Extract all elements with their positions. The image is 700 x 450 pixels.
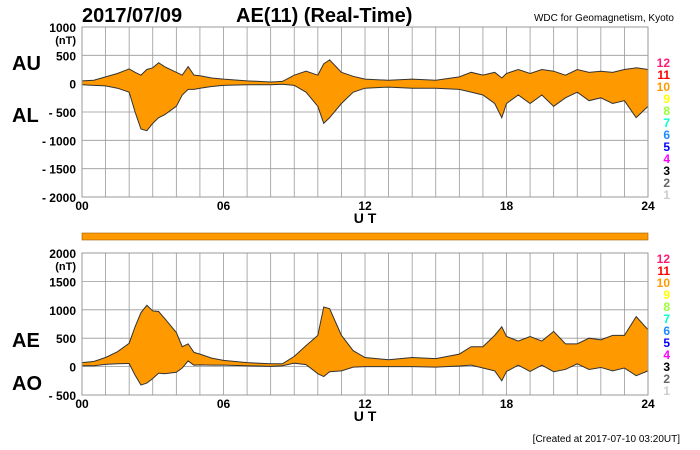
y-tick-label: - 1500 [42, 163, 76, 177]
x-axis-label: U T [354, 408, 377, 424]
station-count-legend-item: 10 [657, 276, 671, 290]
x-tick-label: 24 [641, 397, 655, 411]
lower-series-label: AL [12, 105, 39, 127]
x-tick-label: 12 [358, 199, 372, 213]
x-tick-label: 18 [500, 397, 514, 411]
lower-series-label: AO [12, 373, 42, 395]
station-count-legend-item: 3 [663, 164, 670, 178]
station-count-legend-item: 5 [663, 336, 670, 350]
x-axis-label: U T [354, 210, 377, 226]
x-tick-label: 18 [500, 199, 514, 213]
y-tick-label: 0 [69, 78, 76, 92]
date-title: 2017/07/09 [82, 5, 182, 27]
x-tick-label: 24 [641, 199, 655, 213]
station-count-legend-item: 10 [657, 80, 671, 94]
y-tick-label: - 500 [49, 106, 77, 120]
y-tick-label: 1000 [49, 304, 76, 318]
station-count-legend-item: 6 [663, 128, 670, 142]
station-count-legend-item: 11 [657, 264, 670, 278]
station-count-legend-item: 8 [663, 300, 670, 314]
x-tick-label: 00 [75, 199, 89, 213]
y-tick-label: 0 [69, 361, 76, 375]
y-tick-label: 2000 [49, 247, 76, 261]
station-count-legend-item: 11 [657, 68, 670, 82]
y-tick-label: - 2000 [42, 191, 76, 205]
unit-label: (nT) [55, 35, 76, 47]
station-count-legend-item: 7 [663, 116, 670, 130]
station-count-legend-item: 5 [663, 140, 670, 154]
station-count-legend-item: 12 [657, 252, 671, 266]
station-count-legend-item: 1 [663, 384, 670, 398]
x-tick-label: 12 [358, 397, 372, 411]
station-count-legend-item: 2 [663, 372, 670, 386]
plot-frame [81, 252, 649, 396]
upper-series-line [81, 304, 649, 365]
plot-frame [81, 26, 649, 198]
station-count-legend-item: 4 [663, 152, 670, 166]
station-count-legend-item: 9 [663, 288, 670, 302]
x-tick-label: 06 [217, 199, 231, 213]
y-tick-label: - 500 [49, 389, 77, 403]
y-tick-label: 500 [56, 49, 76, 63]
x-tick-label: 00 [75, 397, 89, 411]
station-count-legend-item: 1 [663, 188, 670, 202]
upper-series-label: AE [12, 330, 40, 352]
y-tick-label: 1500 [49, 275, 76, 289]
source-label: WDC for Geomagnetism, Kyoto [534, 13, 674, 24]
station-count-legend-item: 8 [663, 104, 670, 118]
station-count-legend-item: 7 [663, 312, 670, 326]
station-count-legend-item: 3 [663, 360, 670, 374]
range-area [82, 59, 648, 131]
upper-series-line [81, 59, 649, 83]
unit-label: (nT) [55, 261, 76, 273]
y-tick-label: - 1000 [42, 134, 76, 148]
station-count-legend-item: 6 [663, 324, 670, 338]
station-count-legend-item: 2 [663, 176, 670, 190]
y-tick-label: 1000 [49, 21, 76, 35]
station-count-legend-item: 12 [657, 56, 671, 70]
y-tick-label: 500 [56, 332, 76, 346]
station-count-legend-item: 9 [663, 92, 670, 106]
x-tick-label: 06 [217, 397, 231, 411]
index-title: AE(11) (Real-Time) [236, 5, 412, 27]
lower-series-line [82, 360, 649, 386]
created-timestamp: [Created at 2017-07-10 03:20UT] [533, 434, 681, 445]
upper-series-label: AU [12, 53, 41, 75]
station-count-legend-item: 4 [663, 348, 670, 362]
lower-series-line [81, 83, 649, 132]
data-coverage-bar [81, 232, 649, 241]
